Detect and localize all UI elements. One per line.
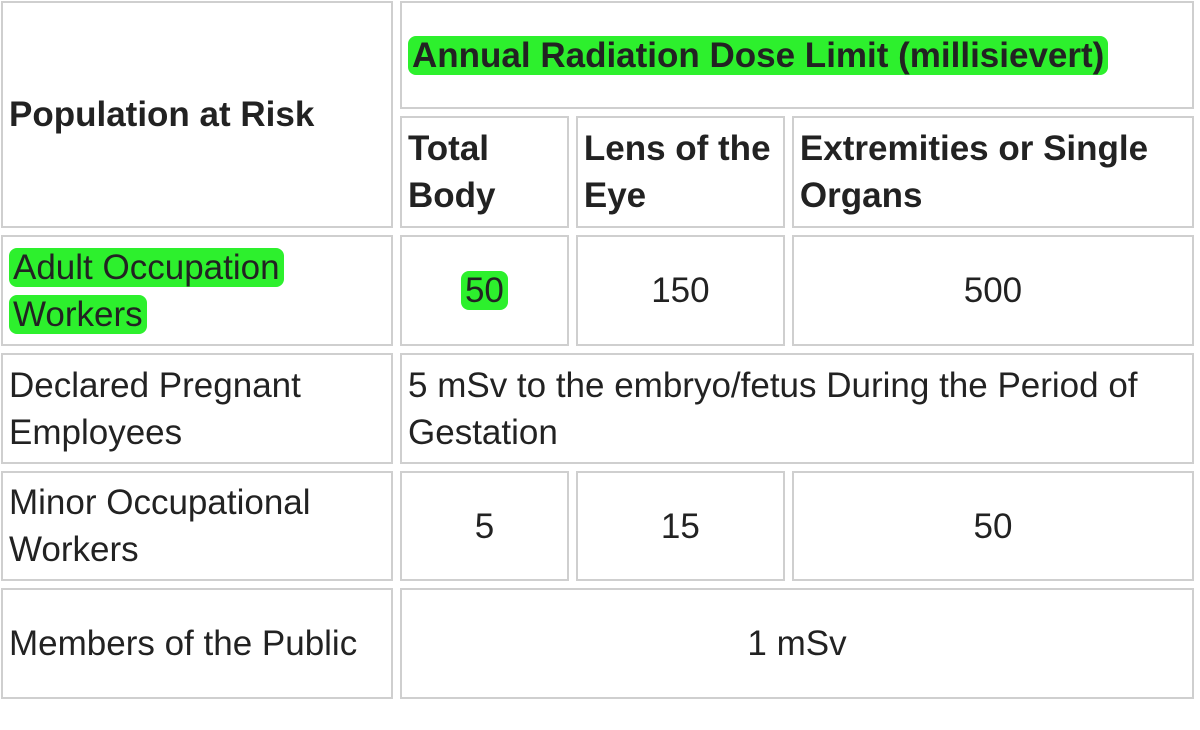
table-row: Declared Pregnant Employees 5 mSv to the… (1, 353, 1194, 464)
header-cell: Population at Risk (1, 1, 393, 228)
header-cell: Extremities or Single Organs (791, 116, 1194, 228)
cell-text: Minor Occupational Workers (9, 483, 311, 569)
header-text: Lens of the Eye (583, 129, 771, 215)
cell-text: Declared Pregnant Employees (9, 365, 301, 452)
cell: 50 (400, 235, 569, 346)
cell: 5 (400, 471, 569, 581)
cell: 500 (791, 235, 1194, 346)
cell: 50 (791, 471, 1194, 581)
cell-text: 5 mSv to the embryo/fetus During the Per… (408, 365, 1138, 452)
row-label: Members of the Public (1, 588, 393, 699)
header-cell: Annual Radiation Dose Limit (millisiever… (400, 1, 1194, 109)
cell: 150 (575, 235, 785, 346)
cell-text: 150 (651, 271, 710, 310)
cell: 1 mSv (400, 588, 1194, 699)
header-text: Population at Risk (9, 95, 315, 134)
header-row: Total Body Lens of the Eye Extremities o… (1, 116, 1194, 228)
table-row: Adult Occupation Workers 50 150 500 (1, 235, 1194, 346)
header-text: Total Body (408, 129, 496, 215)
dose-limit-table: Population at Risk Annual Radiation Dose… (1, 1, 1194, 699)
row-label: Minor Occupational Workers (1, 471, 393, 581)
header-text: Extremities or Single Organs (799, 129, 1149, 215)
row-label: Adult Occupation Workers (1, 235, 393, 346)
cell-text: Adult Occupation Workers (9, 247, 284, 334)
cell-text: 50 (973, 506, 1013, 546)
cell-text: 1 mSv (747, 624, 847, 663)
header-text: Annual Radiation Dose Limit (millisiever… (408, 35, 1109, 75)
cell-text: Members of the Public (9, 624, 358, 663)
cell-text: 5 (474, 506, 495, 546)
cell: 5 mSv to the embryo/fetus During the Per… (400, 353, 1194, 464)
header-cell: Lens of the Eye (575, 116, 785, 228)
row-label: Declared Pregnant Employees (1, 353, 393, 464)
cell-text: 500 (963, 271, 1023, 310)
table-row: Members of the Public 1 mSv (1, 588, 1194, 699)
cell-text: 50 (460, 271, 508, 310)
cell: 15 (575, 471, 785, 581)
cell-text: 15 (660, 506, 700, 546)
header-row: Population at Risk Annual Radiation Dose… (1, 1, 1194, 228)
header-cell: Total Body (400, 116, 569, 228)
table-row: Minor Occupational Workers 5 15 50 (1, 471, 1194, 581)
